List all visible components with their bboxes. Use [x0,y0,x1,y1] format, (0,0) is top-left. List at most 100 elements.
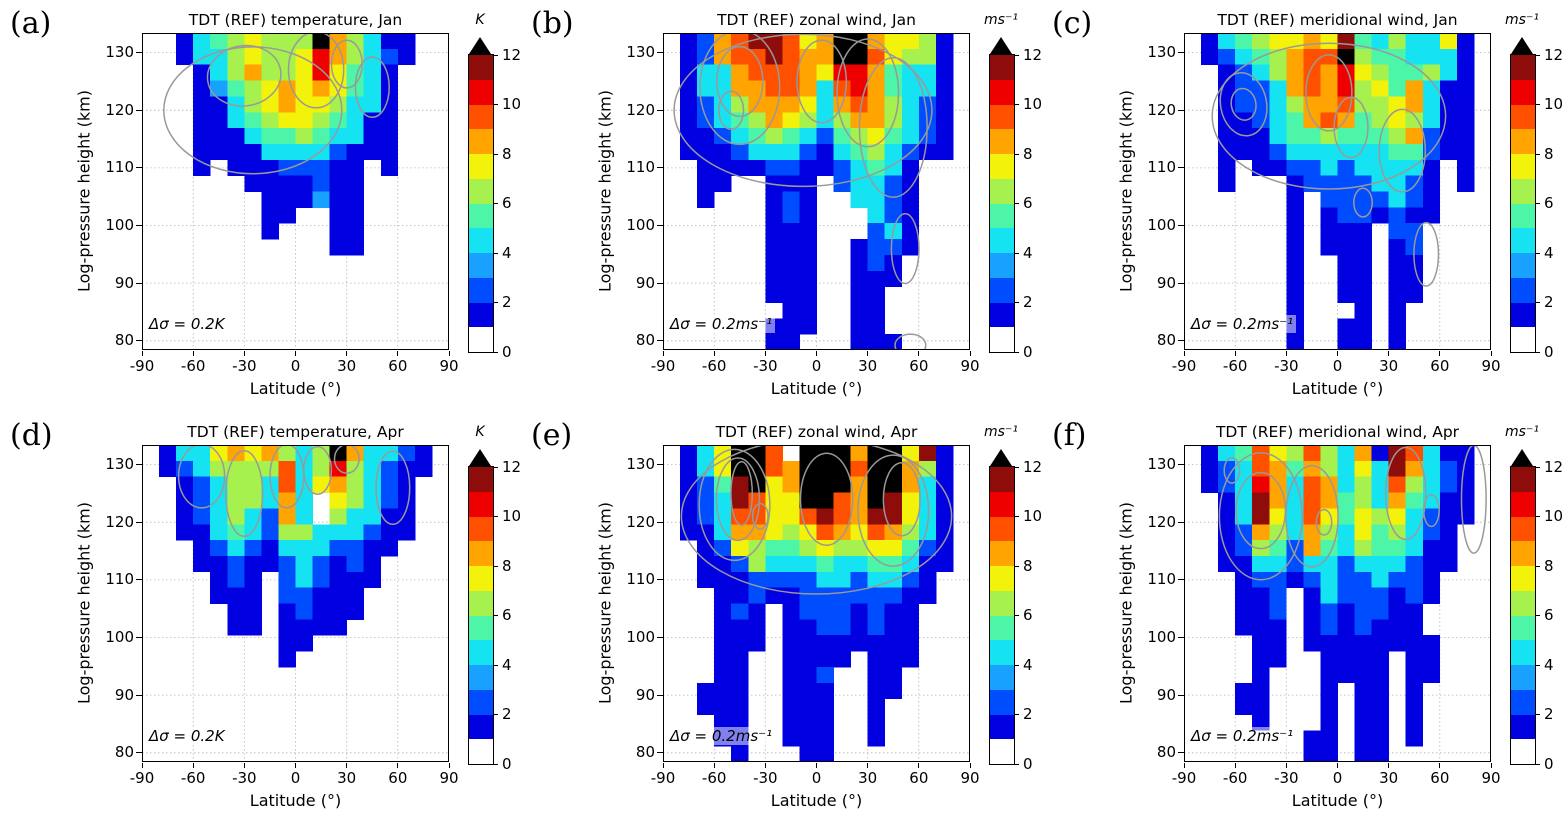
heatmap-cell [176,48,194,66]
heatmap-cell [884,651,903,668]
heatmap-cell [1439,80,1458,97]
colorbar-tick-mark [494,302,498,303]
heatmap-cell [1235,492,1253,509]
heatmap-cell [731,96,749,113]
heatmap-cell [1422,587,1441,604]
heatmap-cell [1354,619,1373,636]
heatmap-cell [901,492,920,509]
heatmap-cell [1269,587,1287,604]
heatmap-cell [1320,651,1338,668]
colorbar-segment [469,154,493,179]
heatmap-cell [1303,587,1321,604]
x-tick-mark [969,763,971,768]
heatmap-cell [414,445,433,462]
colorbar-unit-label: K [475,424,485,440]
colorbar-segment [469,79,493,105]
heatmap-cell [1439,540,1458,557]
heatmap-cell [1354,128,1373,145]
heatmap-cell [782,666,800,684]
heatmap-cell [1439,33,1458,50]
heatmap-cell [346,143,365,161]
heatmap-cell [935,33,954,50]
heatmap-cell [799,302,817,319]
heatmap-cell [1337,286,1355,303]
heatmap-cell [731,714,749,731]
heatmap-cell [244,476,262,493]
heatmap-cell [1269,540,1287,557]
colorbar-segment [990,253,1014,278]
colorbar-bar [468,54,494,353]
colorbar-segment [1511,689,1535,715]
heatmap-cell [312,460,331,478]
heatmap-cell [295,524,313,541]
heatmap-cell [1422,635,1441,652]
heatmap-cell [210,112,228,129]
colorbar-segment [990,590,1014,616]
heatmap-cell [1337,175,1355,192]
heatmap-cell [714,587,732,604]
heatmap-cell [295,619,313,636]
colorbar-segment [1511,228,1535,253]
colorbar-segment [469,55,493,80]
heatmap-cell [1371,191,1390,208]
heatmap-cell [782,698,800,715]
heatmap-cell [1388,587,1407,604]
heatmap-cell [1371,492,1390,509]
heatmap-cell [1218,476,1236,493]
contour-line [1218,452,1303,581]
heatmap-cell [1371,460,1390,478]
plot-area [142,445,449,762]
heatmap-cell [1337,508,1355,525]
heatmap-cell [1286,48,1304,66]
heatmap-cell [380,112,399,129]
heatmap-cell [278,508,296,525]
heatmap-cell [799,492,817,509]
heatmap-cell [295,112,313,129]
colorbar-segment [469,302,493,328]
heatmap-cell [397,492,416,509]
x-tick-label: -30 [1274,357,1299,375]
heatmap-cell [1269,571,1287,589]
heatmap-cell [1269,33,1287,50]
heatmap-cell [714,714,732,731]
heatmap-cell [1269,112,1287,129]
x-tick-mark [1439,763,1441,768]
heatmap-cell [1371,571,1390,589]
heatmap-cell [1405,96,1424,113]
heatmap-cell [1303,746,1321,762]
heatmap-cell [193,508,211,525]
heatmap-cell [901,635,920,652]
heatmap-cell [680,445,698,462]
heatmap-cell [918,476,937,493]
heatmap-cell [1320,555,1338,573]
heatmap-cell [1422,651,1441,668]
heatmap-cell [1269,445,1287,462]
heatmap-cell [1371,714,1390,731]
heatmap-cell [329,476,348,493]
heatmap-cell [884,239,903,256]
heatmap-cell [1439,112,1458,129]
heatmap-cell [1422,112,1441,129]
heatmap-cell [867,128,886,145]
heatmap-cell [714,540,732,557]
x-tick-label: -90 [650,769,676,787]
heatmap-cell [901,476,920,493]
colorbar-segment [990,714,1014,740]
heatmap-cell [1218,33,1236,50]
contour-line [163,46,343,175]
heatmap-cell [884,175,903,192]
contour-line [799,452,854,546]
heatmap-cell [782,730,800,747]
colorbar-segment [469,541,493,566]
heatmap-cell [918,143,937,161]
heatmap-cell [935,143,954,161]
heatmap-cell [1252,508,1270,525]
colorbar-unit-label: K [475,12,485,28]
heatmap-cell [867,112,886,129]
x-tick-label: -60 [180,769,206,787]
heatmap-cell [1422,571,1441,589]
heatmap-cell [1269,508,1287,525]
heatmap-cell [193,540,211,557]
x-tick-label: -90 [129,357,155,375]
heatmap-cell [1371,33,1390,50]
